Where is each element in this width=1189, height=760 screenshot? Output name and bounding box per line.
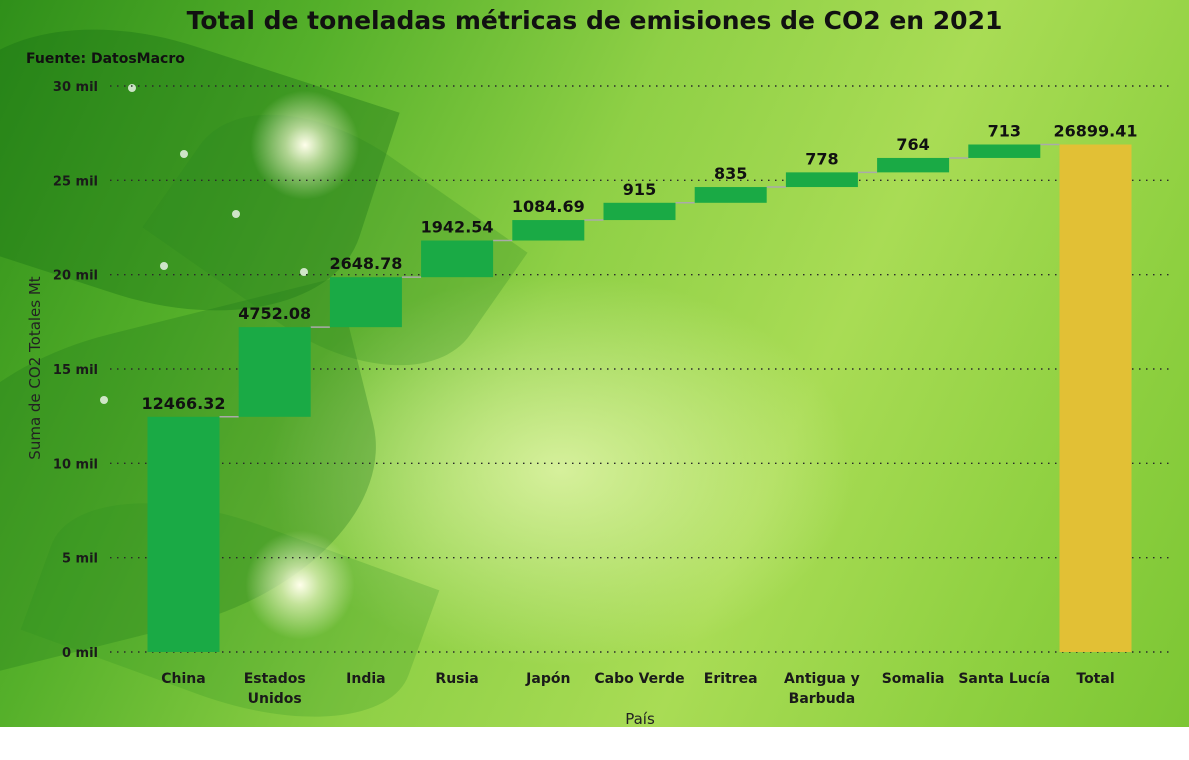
x-tick-label: Japón (525, 671, 570, 687)
x-tick-label: Eritrea (704, 671, 758, 687)
data-labels: 12466.32 4752.08 2648.78 1942.54 1084.69 915 8… (141, 121, 1137, 412)
connectors (219, 143, 1060, 418)
x-tick-label: Somalia (882, 671, 945, 687)
increase-bar (421, 240, 494, 278)
increase-bar (877, 157, 950, 173)
data-label: 26899.41 (1053, 121, 1137, 140)
x-tick-label: Antigua y (784, 671, 860, 687)
water-drop (232, 210, 240, 218)
y-tick-label: 5 mil (62, 552, 98, 567)
waterfall-chart: 0 mil 5 mil 10 mil 15 mil 20 mil 25 mil 30 mil… (26, 80, 1170, 727)
water-drop (100, 396, 108, 404)
y-axis-ticks: 0 mil 5 mil 10 mil 15 mil 20 mil 25 mil 30 mil (53, 80, 98, 661)
y-tick-label: 30 mil (53, 80, 98, 95)
chart-title: Total de toneladas métricas de emisiones… (186, 6, 1003, 35)
water-drop (300, 268, 308, 276)
y-tick-label: 15 mil (53, 363, 98, 378)
data-label: 778 (805, 149, 838, 168)
data-label: 764 (896, 135, 929, 154)
total-bar (1059, 144, 1132, 652)
increase-bar (785, 172, 858, 188)
increase-bar (238, 327, 311, 417)
water-drop (160, 262, 168, 270)
water-drop (128, 84, 136, 92)
x-axis-label: País (625, 710, 655, 727)
x-tick-label: Cabo Verde (594, 671, 684, 687)
increase-bar (968, 144, 1041, 158)
x-tick-label: Barbuda (789, 691, 855, 707)
x-tick-label: Santa Lucía (958, 671, 1050, 687)
data-label: 4752.08 (238, 304, 311, 323)
increase-bar (512, 220, 585, 241)
increase-bar (329, 277, 402, 328)
data-label: 1084.69 (512, 197, 585, 216)
bars (147, 144, 1132, 652)
x-tick-label: Unidos (248, 691, 302, 707)
increase-bar (603, 202, 676, 221)
x-tick-label: India (346, 671, 385, 687)
data-label: 1942.54 (421, 218, 494, 237)
increase-bar (694, 187, 767, 203)
source-note: Fuente: DatosMacro (26, 51, 185, 67)
data-label: 915 (623, 180, 656, 199)
y-tick-label: 0 mil (62, 646, 98, 661)
y-tick-label: 10 mil (53, 457, 98, 472)
data-label: 835 (714, 164, 747, 183)
light-sparkle (245, 530, 355, 640)
light-sparkle (250, 90, 360, 200)
y-axis-label: Suma de CO2 Totales Mt (26, 276, 44, 459)
x-tick-label: China (161, 671, 205, 687)
x-axis-ticks: China Estados Unidos India Rusia Japón Cabo Ve… (161, 671, 1114, 707)
data-label: 713 (988, 121, 1021, 140)
y-tick-label: 20 mil (53, 269, 98, 284)
x-tick-label: Rusia (435, 671, 478, 687)
data-label: 12466.32 (141, 394, 225, 413)
water-drop (180, 150, 188, 158)
gridlines (110, 85, 1170, 653)
x-tick-label: Estados (244, 671, 306, 687)
increase-bar (147, 416, 220, 652)
data-label: 2648.78 (329, 254, 402, 273)
y-tick-label: 25 mil (53, 174, 98, 189)
x-tick-label: Total (1076, 671, 1114, 687)
